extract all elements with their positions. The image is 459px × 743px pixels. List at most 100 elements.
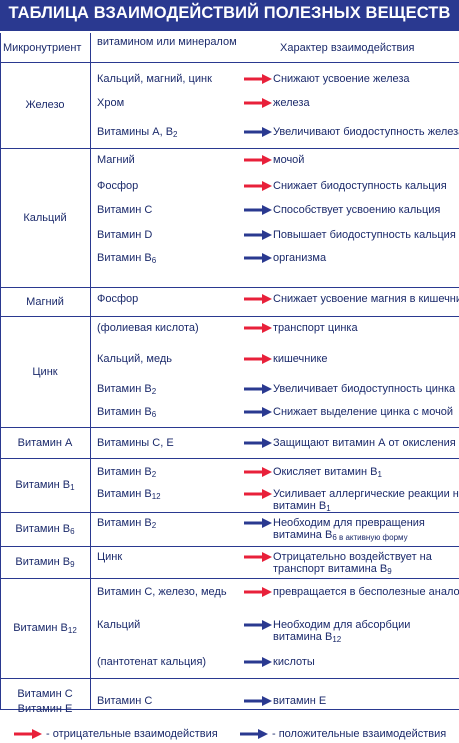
positive-arrow-icon <box>240 729 268 739</box>
interaction-partner: Витамин С, железо, медь <box>97 586 227 598</box>
negative-arrow-icon <box>244 155 272 165</box>
interaction-partner: Витамин В6 <box>97 252 157 265</box>
interaction-partner: Витамин В2 <box>97 517 157 530</box>
negative-arrow-icon <box>244 552 272 562</box>
interaction-partner: Витамин В2 <box>97 383 157 396</box>
interaction-partner: Магний <box>97 154 135 166</box>
interaction-partner: Кальций <box>97 619 141 631</box>
column-separator <box>90 33 91 709</box>
interaction-partner: (фолиевая кислота) <box>97 322 199 334</box>
legend-positive: - положительные взаимодействия <box>272 728 447 740</box>
interaction-effect: Снижают усвоение железа <box>273 73 410 85</box>
micronutrient-name: Витамин А <box>17 437 73 449</box>
legend-negative: - отрицательные взаимодействия <box>46 728 218 740</box>
interaction-partner: Кальций, медь <box>97 353 172 365</box>
positive-arrow-icon <box>244 384 272 394</box>
row-separator <box>0 709 459 710</box>
interaction-effect: Необходим для абсорбции витамина В12 <box>273 619 411 644</box>
micronutrient-name: Железо <box>25 99 65 111</box>
interaction-effect: железа <box>273 97 310 109</box>
interaction-effect: кислоты <box>273 656 315 668</box>
header-micronutrient: Микронутриент <box>3 42 82 54</box>
interaction-partner: Фосфор <box>97 180 139 192</box>
interaction-effect: организма <box>273 252 327 264</box>
positive-arrow-icon <box>244 620 272 630</box>
interaction-effect: транспорт цинка <box>273 322 358 334</box>
row-separator <box>0 578 459 579</box>
interaction-effect: превращается в бесполезные аналоги <box>273 586 459 598</box>
interaction-partner: Витамин В2 <box>97 466 157 479</box>
micronutrient-name: Витамин Е <box>17 703 73 715</box>
interaction-partner: Витамин В12 <box>97 488 161 501</box>
negative-arrow-icon <box>14 729 42 739</box>
positive-arrow-icon <box>244 253 272 263</box>
row-separator <box>0 148 459 149</box>
interaction-effect: кишечнике <box>273 353 328 365</box>
micronutrient-name: Витамин С <box>17 688 73 700</box>
interaction-effect: Отрицательно воздействует на транспорт ви… <box>273 551 432 576</box>
interaction-effect: Снижает биодоступность кальция <box>273 180 447 192</box>
interaction-partner: (пантотенат кальция) <box>97 656 207 668</box>
column-separator <box>0 33 1 709</box>
positive-arrow-icon <box>244 127 272 137</box>
row-separator <box>0 62 459 63</box>
interaction-effect: Снижает выделение цинка с мочой <box>273 406 454 418</box>
interaction-effect: Увеличивают биодоступность железа <box>273 126 459 138</box>
positive-arrow-icon <box>244 696 272 706</box>
positive-arrow-icon <box>244 657 272 667</box>
interaction-partner: Кальций, магний, цинк <box>97 73 212 85</box>
interaction-effect: Способствует усвоению кальция <box>273 204 441 216</box>
interaction-partner: Витамин В6 <box>97 406 157 419</box>
header-interaction-type: Характер взаимодействия <box>280 42 415 54</box>
interaction-effect: Повышает биодоступность кальция <box>273 229 456 241</box>
interaction-partner: Хром <box>97 97 125 109</box>
interaction-partner: Витамин С <box>97 695 153 707</box>
positive-arrow-icon <box>244 230 272 240</box>
interaction-effect: Защищают витамин А от окисления <box>273 437 456 449</box>
row-separator <box>0 678 459 679</box>
row-separator <box>0 546 459 547</box>
micronutrient-name: Кальций <box>23 212 67 224</box>
header-interaction-with: витамином или минералом <box>97 36 237 48</box>
interaction-partner: Витамины А, В2 <box>97 126 178 139</box>
micronutrient-name: Цинк <box>32 366 58 378</box>
row-separator <box>0 287 459 288</box>
positive-arrow-icon <box>244 518 272 528</box>
row-separator <box>0 458 459 459</box>
interaction-effect: витамин Е <box>273 695 327 707</box>
interaction-effect: Окисляет витамин В1 <box>273 466 382 479</box>
interaction-effect: Усиливает аллергические реакции на витами… <box>273 488 459 513</box>
negative-arrow-icon <box>244 98 272 108</box>
negative-arrow-icon <box>244 354 272 364</box>
negative-arrow-icon <box>244 294 272 304</box>
negative-arrow-icon <box>244 74 272 84</box>
page-title: ТАБЛИЦА ВЗАИМОДЕЙСТВИЙ ПОЛЕЗНЫХ ВЕЩЕСТВ <box>8 4 451 22</box>
interaction-partner: Витамины С, Е <box>97 437 174 449</box>
positive-arrow-icon <box>244 407 272 417</box>
micronutrient-name: Витамин В1 <box>15 479 75 492</box>
row-separator <box>0 427 459 428</box>
interaction-effect: Необходим для превращения витамина В6 в а… <box>273 517 425 542</box>
negative-arrow-icon <box>244 489 272 499</box>
interaction-effect: мочой <box>273 154 305 166</box>
row-separator <box>0 316 459 317</box>
interaction-effect: Снижает усвоение магния в кишечнике <box>273 293 459 305</box>
negative-arrow-icon <box>244 467 272 477</box>
negative-arrow-icon <box>244 181 272 191</box>
positive-arrow-icon <box>244 205 272 215</box>
interaction-partner: Цинк <box>97 551 123 563</box>
micronutrient-name: Магний <box>26 296 64 308</box>
interaction-partner: Витамин С <box>97 204 153 216</box>
row-separator <box>0 512 459 513</box>
interaction-partner: Витамин D <box>97 229 153 241</box>
negative-arrow-icon <box>244 323 272 333</box>
interaction-effect: Увеличивает биодоступность цинка <box>273 383 456 395</box>
positive-arrow-icon <box>244 438 272 448</box>
title-bar: ТАБЛИЦА ВЗАИМОДЕЙСТВИЙ ПОЛЕЗНЫХ ВЕЩЕСТВ <box>0 0 459 31</box>
micronutrient-name: Витамин В9 <box>15 556 75 569</box>
interaction-partner: Фосфор <box>97 293 139 305</box>
micronutrient-name: Витамин В12 <box>13 622 77 635</box>
negative-arrow-icon <box>244 587 272 597</box>
micronutrient-name: Витамин В6 <box>15 523 75 536</box>
